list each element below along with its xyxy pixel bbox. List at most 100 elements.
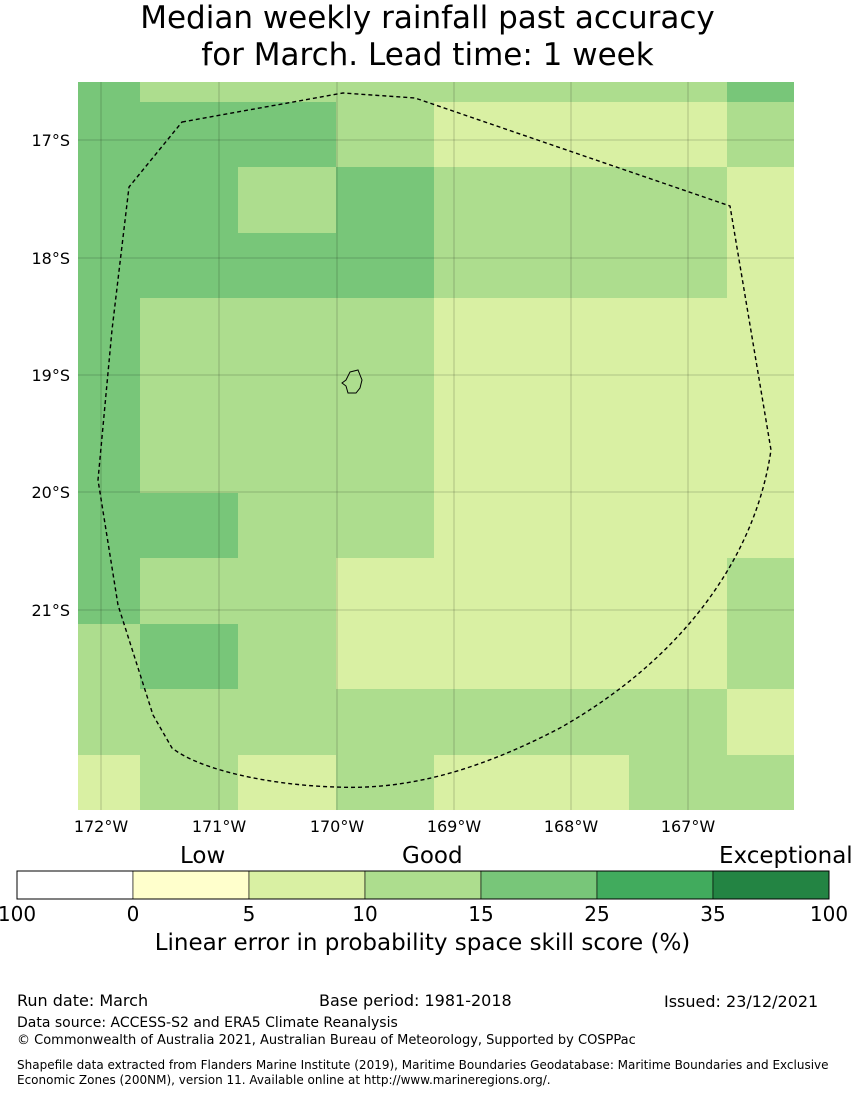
graticule xyxy=(78,82,794,810)
grid-cell xyxy=(434,102,531,167)
colorbar-swatch xyxy=(364,870,482,900)
grid-cell xyxy=(336,755,434,810)
niue-island-outline xyxy=(341,369,363,394)
grid-cell xyxy=(336,233,434,298)
grid-cell xyxy=(238,755,336,810)
grid-cell xyxy=(336,558,434,624)
grid-cell xyxy=(727,428,794,493)
grid-cell xyxy=(78,755,140,810)
grid-cell xyxy=(238,493,336,558)
grid-cell xyxy=(434,167,531,233)
colorbar-swatch xyxy=(16,870,134,900)
grid-cell xyxy=(434,363,531,428)
grid-cell xyxy=(140,428,238,493)
grid-cell xyxy=(531,755,629,810)
colorbar-swatch xyxy=(132,870,250,900)
grid-cell xyxy=(727,82,794,102)
legend-category-exceptional: Exceptional xyxy=(719,843,853,869)
colorbar-swatch xyxy=(712,870,830,900)
longitude-label: 167°W xyxy=(661,817,716,836)
grid-cell xyxy=(336,298,434,363)
grid-cell xyxy=(434,82,531,102)
grid-cell xyxy=(727,298,794,363)
longitude-label: 170°W xyxy=(310,817,365,836)
grid-cell xyxy=(336,624,434,689)
grid-cell xyxy=(140,82,238,102)
shapefile-credit-line-1: Shapefile data extracted from Flanders M… xyxy=(17,1058,829,1072)
title-line-2: for March. Lead time: 1 week xyxy=(201,37,654,73)
latitude-label: 18°S xyxy=(31,249,70,268)
grid-cell xyxy=(336,167,434,233)
grid-cell xyxy=(434,689,531,755)
grid-cell xyxy=(727,558,794,624)
grid-cell xyxy=(140,167,238,233)
colorbar-tick-2: 5 xyxy=(242,902,256,926)
colorbar-tick-0: 100 xyxy=(0,902,37,926)
grid-cell xyxy=(140,363,238,428)
grid-cell xyxy=(727,167,794,233)
run-date: Run date: March xyxy=(17,991,149,1010)
grid-cell xyxy=(238,82,336,102)
grid-cell xyxy=(238,167,336,233)
latitude-label: 19°S xyxy=(31,366,70,385)
skill-grid xyxy=(78,82,794,810)
grid-cell xyxy=(140,298,238,363)
grid-cell xyxy=(140,493,238,558)
data-source: Data source: ACCESS-S2 and ERA5 Climate … xyxy=(17,1015,398,1031)
grid-cell xyxy=(238,102,336,167)
grid-cell xyxy=(238,689,336,755)
grid-cell xyxy=(336,82,434,102)
longitude-label: 171°W xyxy=(192,817,247,836)
map-title: Median weekly rainfall past accuracy for… xyxy=(0,0,855,74)
longitude-labels: 172°W 171°W 170°W 169°W 168°W 167°W xyxy=(74,817,716,836)
legend-category-good: Good xyxy=(402,843,463,869)
base-period: Base period: 1981-2018 xyxy=(319,991,512,1010)
colorbar-label: Linear error in probability space skill … xyxy=(154,930,691,956)
grid-cell xyxy=(531,558,727,624)
grid-cell xyxy=(727,689,794,755)
grid-cell xyxy=(78,102,140,167)
grid-cell xyxy=(727,233,794,298)
grid-cell xyxy=(78,167,140,233)
grid-cell xyxy=(78,233,140,298)
grid-cell xyxy=(78,689,140,755)
grid-cell xyxy=(140,233,238,298)
grid-cell xyxy=(78,82,140,102)
colorbar xyxy=(16,870,830,900)
grid-cell xyxy=(531,363,727,428)
longitude-label: 168°W xyxy=(544,817,599,836)
grid-cell xyxy=(336,428,434,493)
colorbar-tick-1: 0 xyxy=(126,902,140,926)
grid-cell xyxy=(531,102,727,167)
longitude-label: 169°W xyxy=(427,817,482,836)
colorbar-swatch xyxy=(596,870,714,900)
grid-cell xyxy=(140,624,238,689)
grid-cell xyxy=(238,428,336,493)
shapefile-credit-line-2: Economic Zones (200NM), version 11. Avai… xyxy=(17,1073,551,1087)
grid-cell xyxy=(531,493,727,558)
grid-cell xyxy=(727,493,794,558)
longitude-label: 172°W xyxy=(74,817,129,836)
grid-cell xyxy=(78,363,140,428)
grid-cell xyxy=(140,102,238,167)
colorbar-swatch xyxy=(248,870,366,900)
grid-cell xyxy=(78,298,140,363)
grid-cell xyxy=(727,624,794,689)
grid-cell xyxy=(78,558,140,624)
grid-cell xyxy=(238,298,336,363)
grid-cell xyxy=(629,755,727,810)
grid-cell xyxy=(727,363,794,428)
grid-cell xyxy=(531,624,727,689)
grid-cell xyxy=(434,624,531,689)
grid-cell xyxy=(238,363,336,428)
grid-cell xyxy=(434,755,531,810)
grid-cell xyxy=(78,428,140,493)
latitude-labels: 17°S 18°S 19°S 20°S 21°S xyxy=(31,131,70,620)
colorbar-tick-3: 10 xyxy=(352,902,378,926)
grid-cell xyxy=(140,558,238,624)
legend-category-low: Low xyxy=(180,843,226,869)
grid-cell xyxy=(336,493,434,558)
grid-cell xyxy=(238,233,336,298)
grid-cell xyxy=(434,493,531,558)
